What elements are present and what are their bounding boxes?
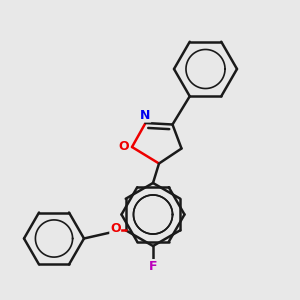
Text: O: O	[110, 222, 121, 235]
Text: N: N	[140, 109, 151, 122]
Text: F: F	[149, 260, 157, 273]
Text: O: O	[118, 140, 129, 154]
